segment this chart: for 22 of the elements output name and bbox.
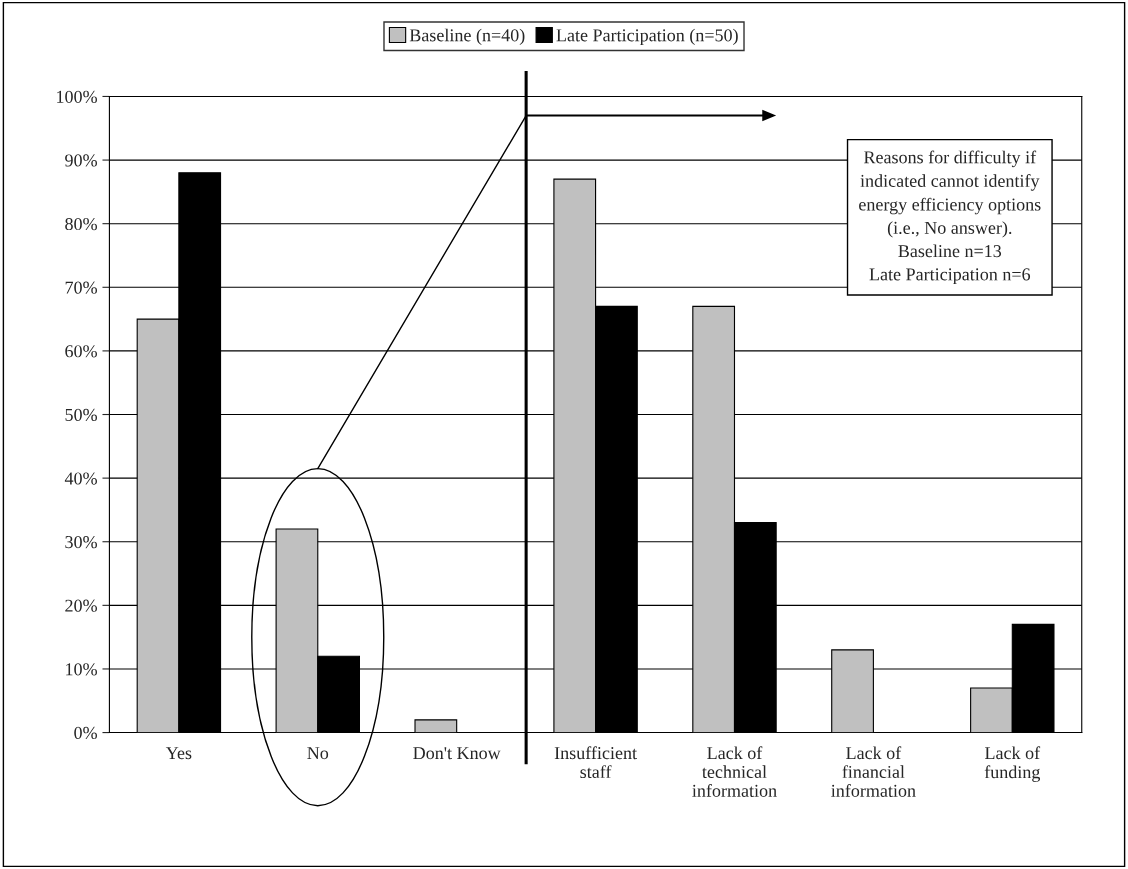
y-tick-label: 0%: [74, 726, 97, 740]
y-tick-label: 60%: [65, 345, 97, 358]
y-tick-label: 10%: [66, 663, 97, 676]
y-tick-label: 50%: [65, 408, 97, 422]
legend-label: Baseline (n=40): [409, 28, 525, 46]
y-tick-label: 100%: [57, 90, 97, 103]
y-tick-label: 80%: [65, 217, 97, 231]
y-tick-label: 30%: [65, 535, 97, 549]
annotation: Reasons for difficulty if indicated cannot identify energy efficiency options (i.e., No answer). Baseline n=13 Late Participation n=6: [859, 150, 1041, 285]
bar: [414, 719, 458, 733]
x-tick-label: Lack of financial information: [831, 746, 916, 797]
y-tick-label: 40%: [64, 472, 97, 485]
y-tick-label: 20%: [65, 599, 97, 612]
x-tick-label: Lack of funding: [984, 746, 1041, 782]
x-tick-label: Don't Know: [413, 747, 501, 760]
x-tick-label: Insufficient staff: [554, 746, 637, 779]
legend-label: Late Participation (n=50): [556, 28, 738, 46]
y-tick-label: 90%: [65, 154, 97, 167]
x-tick-label: Lack of technical information: [692, 746, 777, 797]
y-tick-label: 70%: [65, 281, 97, 294]
x-tick-label: Yes: [165, 747, 192, 760]
x-tick-label: No: [307, 747, 329, 760]
